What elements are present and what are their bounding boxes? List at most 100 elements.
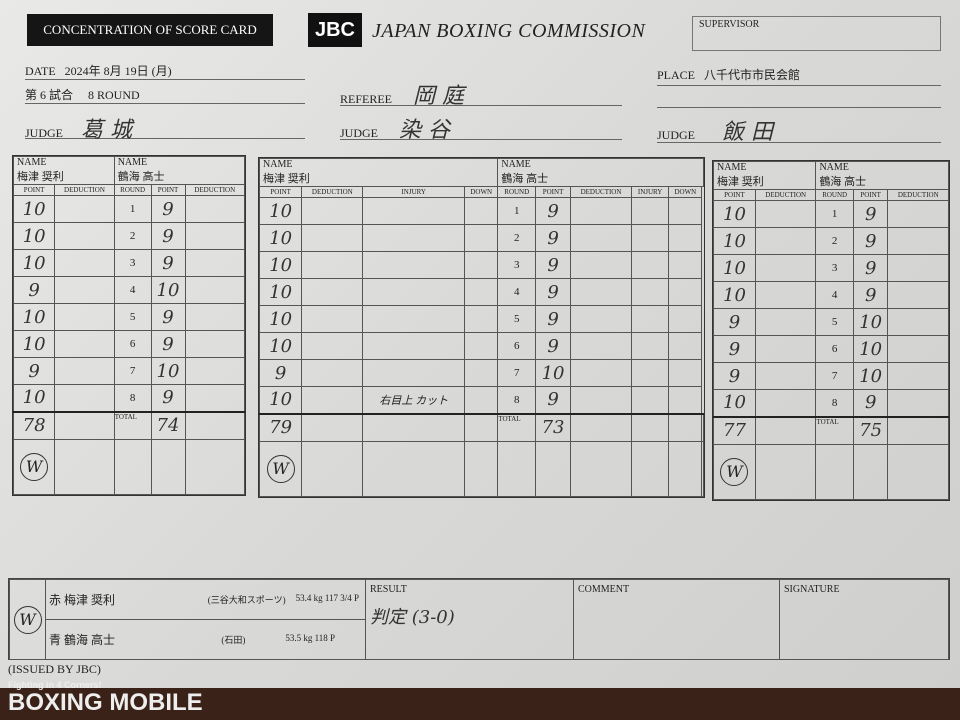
blue-boxer-name: 鶴海 高士 (117, 171, 165, 183)
blue-round-score: 9 (535, 224, 571, 252)
round-number: 1 (113, 195, 152, 223)
blue-deduction (184, 303, 245, 331)
red-deduction (301, 359, 364, 387)
round-number: 4 (113, 276, 152, 304)
judge3-scores: NAME 梅津 奨利 NAME 鶴海 高士 POINT DEDUCTION ROUND POI… (712, 160, 950, 501)
red-round-score: 9 (713, 308, 756, 336)
red-round-score: 10 (12, 330, 56, 358)
round-number: 5 (815, 308, 854, 336)
round-number: 7 (113, 357, 152, 385)
red-deduction (54, 249, 115, 277)
injury-header: INJURY (362, 186, 466, 198)
round-number: 6 (113, 330, 152, 358)
red-round-score: 9 (12, 276, 56, 304)
red-round-score: 10 (12, 195, 56, 223)
red-round-score: 10 (12, 249, 56, 277)
score-card: CONCENTRATION OF SCORE CARD JBC JAPAN BO… (0, 0, 960, 688)
blue-deduction (569, 278, 633, 306)
place-label: PLACE (657, 68, 696, 82)
red-deduction (301, 305, 364, 333)
round-number: 3 (497, 251, 537, 279)
red-injury (362, 359, 466, 387)
red-injury (362, 197, 466, 225)
blue-deduction (887, 308, 949, 336)
deduction-header: DEDUCTION (54, 184, 115, 196)
bout-number: 第 6 試合 (25, 88, 74, 102)
red-round-score: 10 (12, 384, 56, 412)
blue-round-score: 10 (852, 362, 889, 390)
round-number: 5 (497, 305, 537, 333)
red-down (464, 278, 499, 306)
blue-down (668, 305, 703, 333)
blue-round-score: 9 (535, 305, 571, 333)
red-injury (362, 278, 466, 306)
result-label: RESULT (370, 584, 407, 595)
red-deduction (54, 330, 115, 358)
blue-round-score: 9 (150, 303, 186, 331)
red-weight: 53.4 kg 117 3/4 P (295, 593, 359, 603)
blue-round-score: 9 (150, 222, 186, 250)
deduction-header: DEDUCTION (301, 186, 364, 198)
blue-deduction (887, 362, 949, 390)
total-label: TOTAL (815, 415, 854, 445)
round-number: 8 (497, 386, 537, 414)
judge2-scores: NAME 梅津 奨利 NAME 鶴海 高士 POINT DEDUCTION INJURY DO… (258, 157, 705, 498)
deduction-header: DEDUCTION (184, 184, 245, 196)
place-line: PLACE 八千代市市民会館 (657, 66, 941, 86)
red-down (464, 197, 499, 225)
red-boxer-name: 梅津 奨利 (263, 173, 310, 185)
blue-deduction (569, 224, 633, 252)
red-round-score: 10 (258, 251, 303, 279)
blue-round-score: 9 (535, 332, 571, 360)
round-number: 1 (497, 197, 537, 225)
name-label: NAME (117, 157, 148, 168)
blue-deduction (184, 249, 245, 277)
red-down (464, 386, 499, 414)
red-deduction (754, 200, 817, 228)
red-round-score: 10 (713, 200, 756, 228)
blue-down (668, 251, 703, 279)
blue-injury (631, 359, 670, 387)
red-round-score: 10 (12, 222, 56, 250)
deduction-header: DEDUCTION (569, 186, 633, 198)
name-label: NAME (501, 159, 531, 170)
red-round-score: 10 (258, 224, 303, 252)
blue-down (668, 332, 703, 360)
blue-deduction (184, 330, 245, 358)
red-round-score: 10 (258, 197, 303, 225)
blue-total: 74 (150, 410, 186, 440)
red-down (464, 251, 499, 279)
blue-round-score: 10 (535, 359, 571, 387)
judge-label: JUDGE (657, 128, 695, 142)
judge-label: JUDGE (25, 126, 63, 140)
round-number: 3 (815, 254, 854, 282)
blue-deduction (184, 276, 245, 304)
round-count: 8 ROUND (88, 88, 140, 102)
blue-round-score: 9 (852, 254, 889, 282)
date-label: DATE (25, 64, 56, 78)
red-round-score: 10 (713, 281, 756, 309)
commission-name: JAPAN BOXING COMMISSION (372, 20, 646, 42)
red-deduction (754, 335, 817, 363)
referee-label: REFEREE (340, 92, 393, 106)
deduction-header: DEDUCTION (887, 189, 949, 201)
judge3-line: JUDGE 飯 田 (657, 114, 941, 145)
blue-deduction (184, 384, 245, 412)
blue-round-score: 10 (150, 276, 186, 304)
judge2-line: JUDGE 染 谷 (340, 112, 622, 143)
bout-line: 第 6 試合 8 ROUND (25, 86, 305, 104)
round-number: 8 (815, 389, 854, 417)
red-deduction (754, 227, 817, 255)
round-number: 8 (113, 384, 152, 412)
card-title: CONCENTRATION OF SCORE CARD (27, 14, 273, 46)
round-number: 4 (815, 281, 854, 309)
bout-summary: W 赤 梅津 奨利 (三谷大和スポーツ) 53.4 kg 117 3/4 P RES… (8, 578, 950, 660)
round-number: 6 (497, 332, 537, 360)
blue-round-score: 10 (852, 335, 889, 363)
round-number: 3 (113, 249, 152, 277)
red-round-score: 10 (713, 254, 756, 282)
red-deduction (754, 308, 817, 336)
red-injury (362, 251, 466, 279)
point-header: POINT (852, 189, 889, 201)
blue-deduction (887, 227, 949, 255)
